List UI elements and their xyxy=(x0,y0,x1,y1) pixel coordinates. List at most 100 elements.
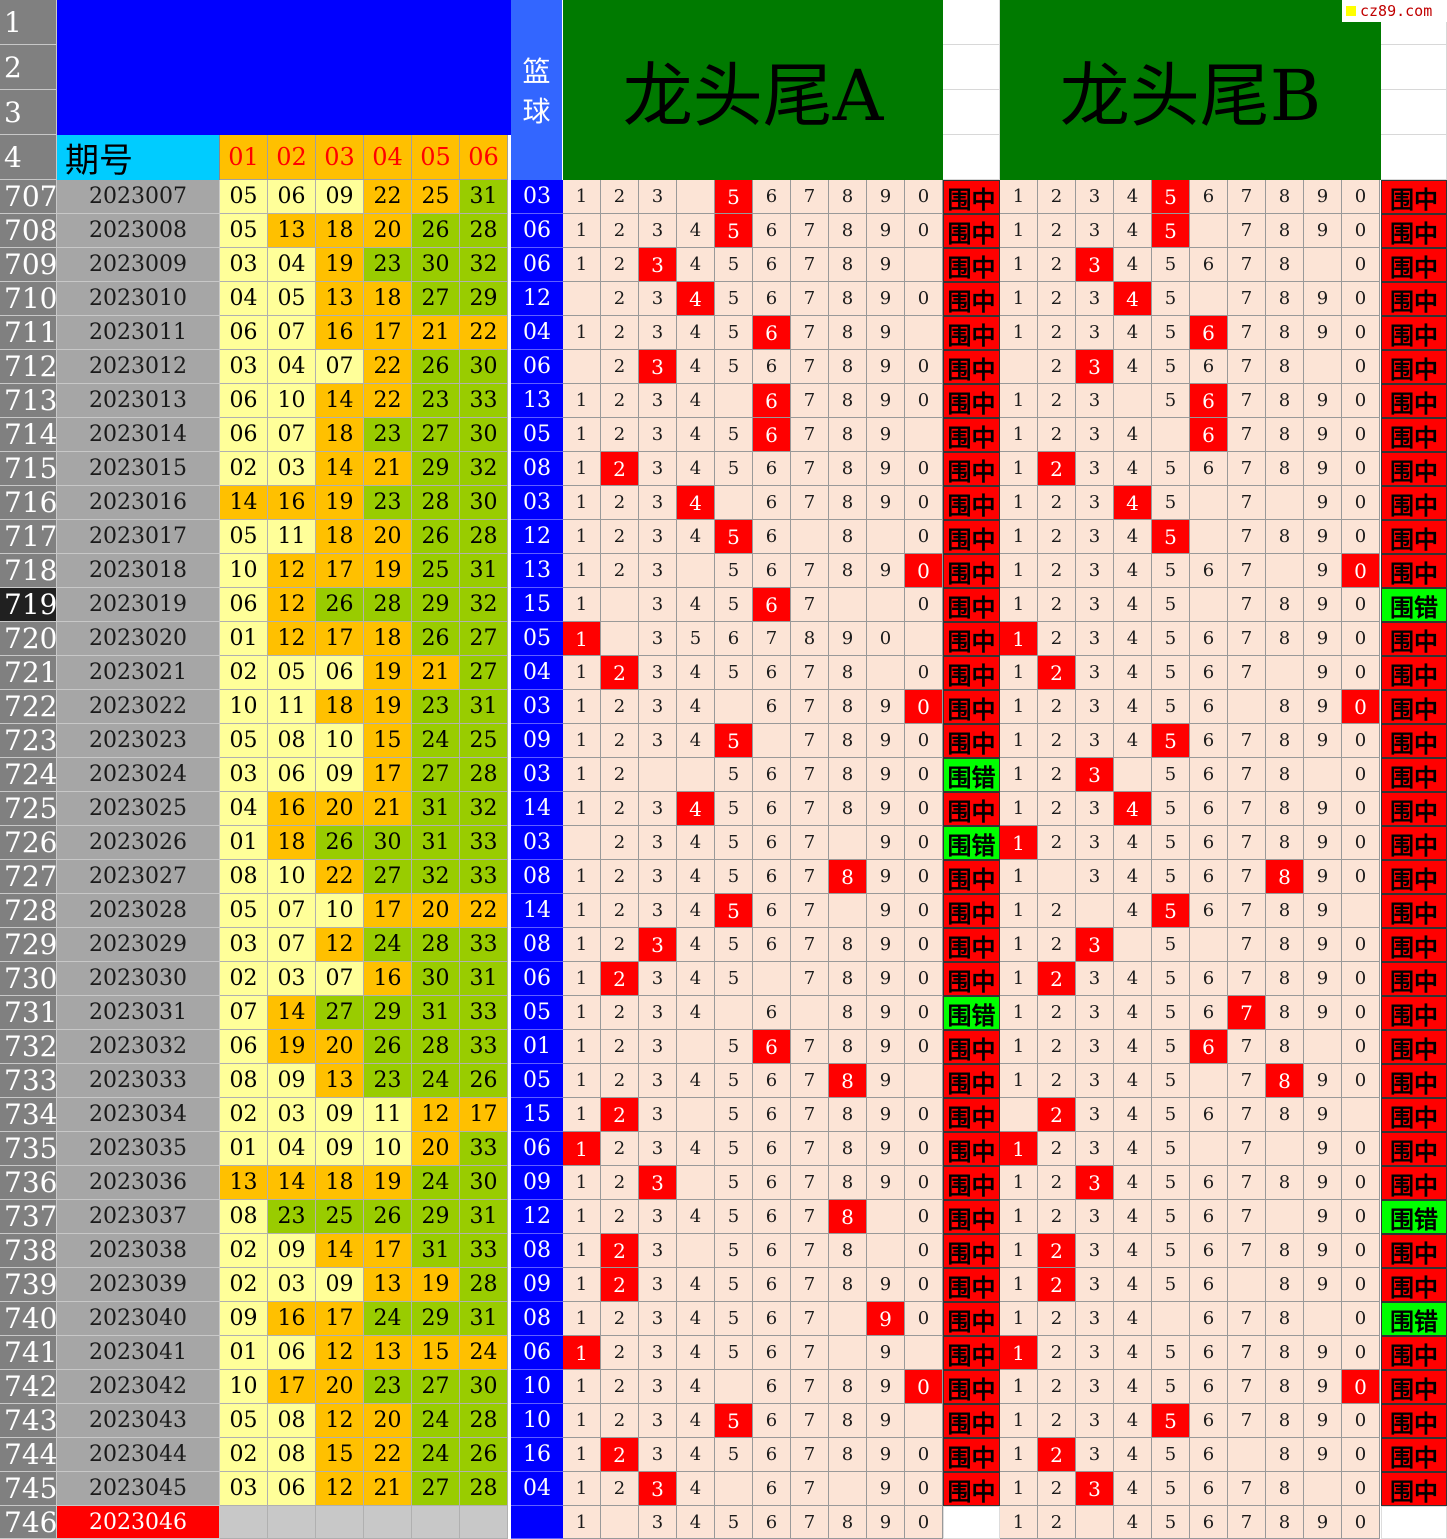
digit-cell: 3 xyxy=(1076,962,1114,996)
digit-cell xyxy=(829,894,867,928)
drawn-number-cell: 13 xyxy=(316,1064,364,1098)
status-a-hit: 围中 xyxy=(943,214,1000,248)
drawn-number-cell: 26 xyxy=(412,350,460,384)
drawn-number-cell: 10 xyxy=(364,1132,412,1166)
digit-cell: 7 xyxy=(1228,1370,1266,1404)
drawn-number-cell: 20 xyxy=(316,1030,364,1064)
drawn-number-cell: 28 xyxy=(412,1030,460,1064)
digit-cell: 8 xyxy=(1266,350,1304,384)
header-gap-b xyxy=(1381,45,1447,90)
status-b-hit: 围中 xyxy=(1381,214,1447,248)
period-cell: 2023011 xyxy=(57,316,220,350)
drawn-number-cell: 29 xyxy=(412,588,460,622)
digit-cell: 5 xyxy=(715,316,753,350)
digit-cell: 0 xyxy=(1342,1302,1380,1336)
digit-cell: 9 xyxy=(1304,656,1342,690)
status-a-hit: 围中 xyxy=(943,1030,1000,1064)
blue-ball-cell: 15 xyxy=(511,1098,563,1132)
digit-cell: 0 xyxy=(1342,180,1380,214)
drawn-number-cell: 18 xyxy=(364,622,412,656)
hit-digit-cell: 1 xyxy=(1000,1336,1038,1370)
digit-cell: 1 xyxy=(1000,894,1038,928)
digit-cell: 6 xyxy=(1190,894,1228,928)
digit-cell xyxy=(563,826,601,860)
digit-cell: 7 xyxy=(1228,792,1266,826)
digit-cell: 1 xyxy=(1000,384,1038,418)
digit-cell: 1 xyxy=(563,656,601,690)
digit-cell: 3 xyxy=(1076,1404,1114,1438)
period-cell: 2023033 xyxy=(57,1064,220,1098)
drawn-number-cell: 15 xyxy=(364,724,412,758)
digit-cell: 1 xyxy=(563,214,601,248)
status-a-hit: 围中 xyxy=(943,928,1000,962)
drawn-number-cell: 14 xyxy=(316,384,364,418)
drawn-number-cell: 24 xyxy=(460,1336,508,1370)
blue-ball-cell xyxy=(511,1506,563,1539)
hit-digit-cell: 5 xyxy=(1152,214,1190,248)
drawn-number-cell: 11 xyxy=(268,690,316,724)
digit-cell: 9 xyxy=(1304,724,1342,758)
hit-digit-cell: 2 xyxy=(601,1268,639,1302)
digit-cell: 1 xyxy=(1000,452,1038,486)
digit-cell: 3 xyxy=(1076,1030,1114,1064)
drawn-number-cell: 24 xyxy=(412,1064,460,1098)
digit-cell: 2 xyxy=(1038,1336,1076,1370)
digit-cell: 2 xyxy=(1038,724,1076,758)
digit-cell: 7 xyxy=(791,384,829,418)
digit-cell: 7 xyxy=(1228,1098,1266,1132)
digit-cell xyxy=(829,826,867,860)
watermark-square-icon xyxy=(1346,6,1356,16)
drawn-number-cell: 25 xyxy=(412,180,460,214)
row-number: 710 xyxy=(0,282,57,316)
digit-cell xyxy=(791,996,829,1030)
status-b-miss: 围错 xyxy=(1381,1302,1447,1336)
drawn-number-cell: 17 xyxy=(364,758,412,792)
hit-digit-cell: 8 xyxy=(829,1200,867,1234)
drawn-number-cell: 13 xyxy=(220,1166,268,1200)
digit-cell: 7 xyxy=(791,1438,829,1472)
period-cell: 2023007 xyxy=(57,180,220,214)
digit-cell: 2 xyxy=(601,1200,639,1234)
digit-cell: 3 xyxy=(639,1268,677,1302)
digit-cell: 3 xyxy=(639,1404,677,1438)
drawn-number-cell: 02 xyxy=(220,1098,268,1132)
digit-cell: 6 xyxy=(753,452,791,486)
hit-digit-cell: 2 xyxy=(1038,452,1076,486)
digit-cell: 9 xyxy=(867,214,905,248)
digit-cell: 0 xyxy=(1342,758,1380,792)
hit-digit-cell: 5 xyxy=(715,894,753,928)
digit-cell: 4 xyxy=(677,826,715,860)
hit-digit-cell: 5 xyxy=(1152,724,1190,758)
hit-digit-cell: 0 xyxy=(1342,1370,1380,1404)
drawn-number-cell: 24 xyxy=(412,1438,460,1472)
digit-cell xyxy=(1114,928,1152,962)
row-number: 708 xyxy=(0,214,57,248)
digit-cell: 1 xyxy=(563,452,601,486)
row-number: 733 xyxy=(0,1064,57,1098)
drawn-number-cell: 20 xyxy=(316,1370,364,1404)
period-cell: 2023028 xyxy=(57,894,220,928)
digit-cell: 0 xyxy=(1342,860,1380,894)
digit-cell: 9 xyxy=(867,962,905,996)
title-a: 龙头尾A xyxy=(563,0,943,180)
digit-cell xyxy=(677,1098,715,1132)
hit-digit-cell: 5 xyxy=(1152,1404,1190,1438)
hit-digit-cell: 0 xyxy=(1342,554,1380,588)
period-cell: 2023009 xyxy=(57,248,220,282)
digit-cell xyxy=(677,758,715,792)
drawn-number-cell: 19 xyxy=(268,1030,316,1064)
blue-ball-cell: 03 xyxy=(511,690,563,724)
drawn-number-cell: 03 xyxy=(268,452,316,486)
digit-cell: 2 xyxy=(601,1404,639,1438)
hit-digit-cell: 3 xyxy=(639,350,677,384)
digit-cell: 9 xyxy=(1304,1098,1342,1132)
status-b-hit: 围中 xyxy=(1381,928,1447,962)
digit-cell: 8 xyxy=(829,418,867,452)
row-number: 745 xyxy=(0,1472,57,1506)
row-number: 717 xyxy=(0,520,57,554)
digit-cell: 5 xyxy=(1152,452,1190,486)
status-a-hit: 围中 xyxy=(943,588,1000,622)
status-b-miss: 围错 xyxy=(1381,588,1447,622)
digit-cell: 0 xyxy=(905,1506,943,1539)
